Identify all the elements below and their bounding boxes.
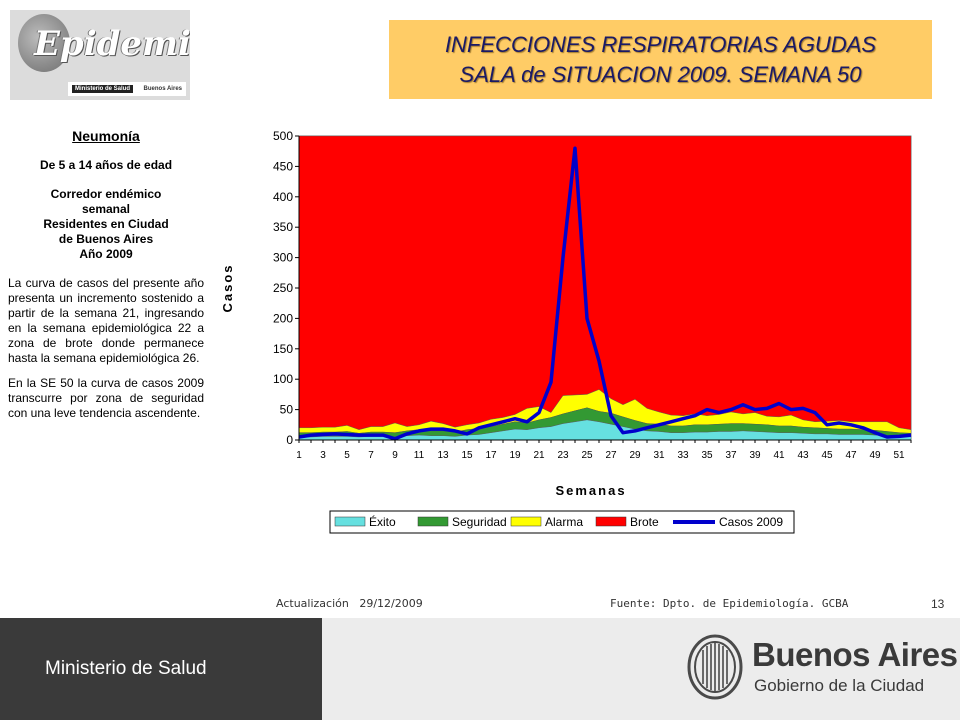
source-label: Fuente: Dpto. de Epidemiología. GCBA [610, 597, 849, 610]
page-number: 13 [931, 597, 945, 611]
y-tick-label: 150 [273, 342, 293, 356]
y-axis-label: Casos [220, 263, 235, 312]
legend-label: Alarma [545, 515, 583, 529]
line-casos-2009 [298, 146, 912, 441]
y-tick-label: 0 [286, 433, 293, 447]
x-tick-label: 37 [725, 450, 737, 461]
x-tick-label: 27 [605, 450, 617, 461]
x-tick-label: 13 [437, 450, 449, 461]
legend-label: Seguridad [452, 515, 507, 529]
y-tick-label: 500 [273, 129, 293, 143]
x-tick-label: 33 [677, 450, 689, 461]
logo-ministry: Ministerio de Salud [72, 85, 134, 93]
x-tick-label: 9 [392, 450, 398, 461]
corridor-line-3: Residentes en Ciudad [43, 217, 169, 231]
ministry-banner: Ministerio de Salud [0, 618, 322, 720]
x-tick-label: 7 [368, 450, 374, 461]
page-title-line1: INFECCIONES RESPIRATORIAS AGUDAS [444, 31, 877, 57]
y-tick-label: 50 [280, 403, 294, 417]
x-tick-label: 23 [557, 450, 569, 461]
logo-word: Epidemiología [34, 24, 190, 64]
x-tick-label: 51 [893, 450, 905, 461]
sidebar-paragraph-1: La curva de casos del presente año prese… [8, 276, 204, 365]
sidebar-age: De 5 a 14 años de edad [39, 158, 173, 172]
x-tick-label: 17 [485, 450, 497, 461]
corridor-line-1: Corredor endémico [50, 187, 162, 201]
epidemiologia-logo: Epidemiología Ministerio de Salud Buenos… [10, 10, 190, 100]
x-tick-label: 19 [509, 450, 521, 461]
page-title-line2: SALA de SITUACION 2009. SEMANA 50 [459, 61, 862, 87]
y-tick-label: 200 [273, 311, 293, 325]
update-label: Actualización 29/12/2009 [276, 597, 423, 610]
y-tick-label: 300 [273, 251, 293, 265]
legend-label: Éxito [369, 514, 396, 529]
city-subtitle: Gobierno de la Ciudad [754, 676, 925, 695]
x-tick-label: 11 [414, 450, 425, 461]
legend-swatch [595, 516, 627, 527]
page-title-box: INFECCIONES RESPIRATORIAS AGUDAS SALA de… [389, 20, 932, 99]
legend-swatch [417, 516, 449, 527]
logo-city: Buenos Aires [143, 86, 182, 92]
x-tick-label: 29 [629, 450, 641, 461]
x-tick-label: 47 [845, 450, 857, 461]
sidebar: Neumonía De 5 a 14 años de edad Corredor… [8, 128, 204, 431]
x-tick-label: 1 [296, 450, 302, 461]
x-tick-label: 5 [344, 450, 350, 461]
legend-label: Brote [630, 515, 659, 529]
x-tick-label: 41 [773, 450, 785, 461]
x-tick-label: 3 [320, 450, 326, 461]
x-tick-label: 35 [701, 450, 713, 461]
sidebar-heading: Neumonía [72, 128, 140, 144]
y-tick-label: 400 [273, 190, 293, 204]
logo-footer-bar: Ministerio de Salud Buenos Aires [68, 82, 186, 96]
x-tick-label: 45 [821, 450, 833, 461]
logo-emblem-icon [18, 14, 70, 72]
corridor-line-5: Año 2009 [79, 247, 133, 261]
y-tick-label: 100 [273, 372, 293, 386]
x-tick-label: 21 [533, 450, 545, 461]
buenos-aires-emblem-icon [687, 634, 743, 700]
x-tick-label: 39 [749, 450, 761, 461]
legend-swatch [334, 516, 366, 527]
city-government-banner: Buenos Aires Gobierno de la Ciudad [322, 618, 960, 720]
corridor-line-4: de Buenos Aires [58, 232, 154, 246]
x-axis-label: Semanas [555, 483, 626, 498]
x-tick-label: 31 [653, 450, 665, 461]
x-tick-label: 25 [581, 450, 593, 461]
corridor-line-2: semanal [81, 202, 131, 216]
y-tick-label: 350 [273, 220, 293, 234]
legend-swatch [510, 516, 542, 527]
x-tick-label: 15 [461, 450, 473, 461]
y-tick-label: 250 [273, 281, 293, 295]
ministry-banner-text: Ministerio de Salud [45, 658, 207, 679]
y-tick-label: 450 [273, 159, 293, 173]
legend-box [329, 510, 795, 534]
sidebar-paragraph-2: En la SE 50 la curva de casos 2009 trans… [8, 376, 204, 420]
legend-label: Casos 2009 [719, 515, 783, 529]
sidebar-corridor: Corredor endémico semanal Residentes en … [8, 187, 204, 262]
city-name: Buenos Aires [752, 636, 958, 673]
x-tick-label: 49 [869, 450, 881, 461]
x-tick-label: 43 [797, 450, 809, 461]
